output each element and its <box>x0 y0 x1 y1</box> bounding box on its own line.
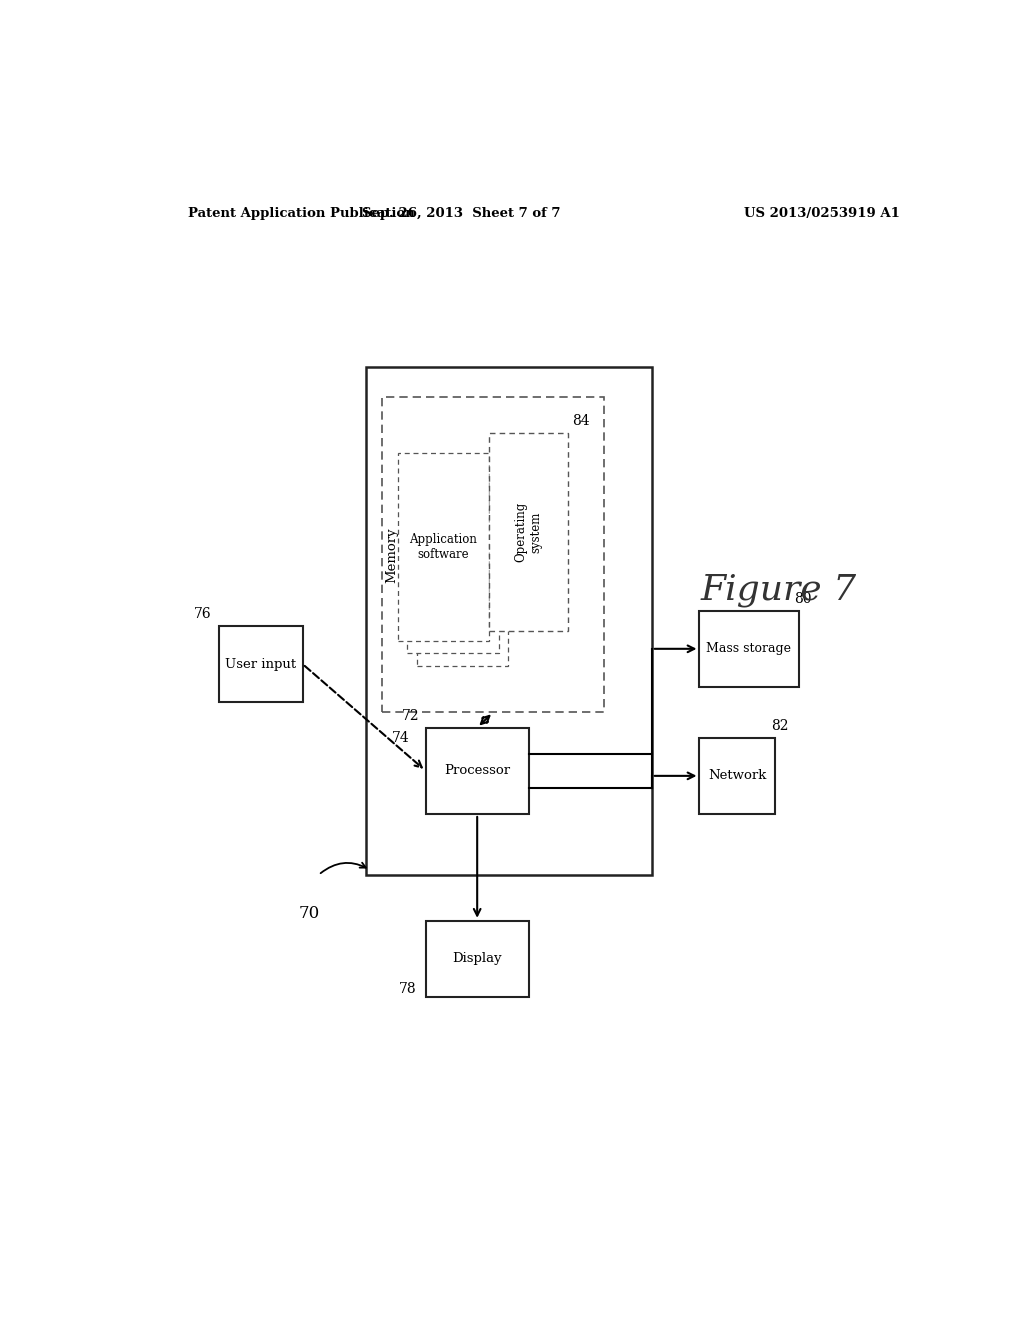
Bar <box>699 738 775 814</box>
Text: Application
software: Application software <box>410 533 477 561</box>
Text: US 2013/0253919 A1: US 2013/0253919 A1 <box>744 207 900 220</box>
Text: Processor: Processor <box>444 764 510 777</box>
Text: 74: 74 <box>392 731 410 744</box>
Bar <box>426 727 528 814</box>
Bar <box>397 453 489 642</box>
Bar <box>699 611 799 686</box>
Bar <box>408 466 499 653</box>
Bar <box>489 433 568 631</box>
Text: 72: 72 <box>401 709 419 722</box>
Bar <box>367 367 651 875</box>
Text: 70: 70 <box>299 906 319 923</box>
Bar <box>219 626 303 702</box>
Text: Operating
system: Operating system <box>515 502 543 562</box>
Bar <box>426 921 528 997</box>
Text: Mass storage: Mass storage <box>707 643 792 655</box>
Text: Memory: Memory <box>386 527 398 582</box>
Text: 80: 80 <box>795 591 812 606</box>
Text: Figure 7: Figure 7 <box>700 573 857 607</box>
Text: Patent Application Publication: Patent Application Publication <box>187 207 415 220</box>
Text: 78: 78 <box>398 982 416 995</box>
Text: Display: Display <box>453 952 502 965</box>
Bar <box>417 478 508 665</box>
Bar <box>382 397 604 713</box>
Text: User input: User input <box>225 657 297 671</box>
Text: 84: 84 <box>572 413 590 428</box>
Text: Network: Network <box>708 770 766 783</box>
Text: 82: 82 <box>771 718 788 733</box>
Text: Sep. 26, 2013  Sheet 7 of 7: Sep. 26, 2013 Sheet 7 of 7 <box>362 207 560 220</box>
Text: 76: 76 <box>194 607 211 620</box>
